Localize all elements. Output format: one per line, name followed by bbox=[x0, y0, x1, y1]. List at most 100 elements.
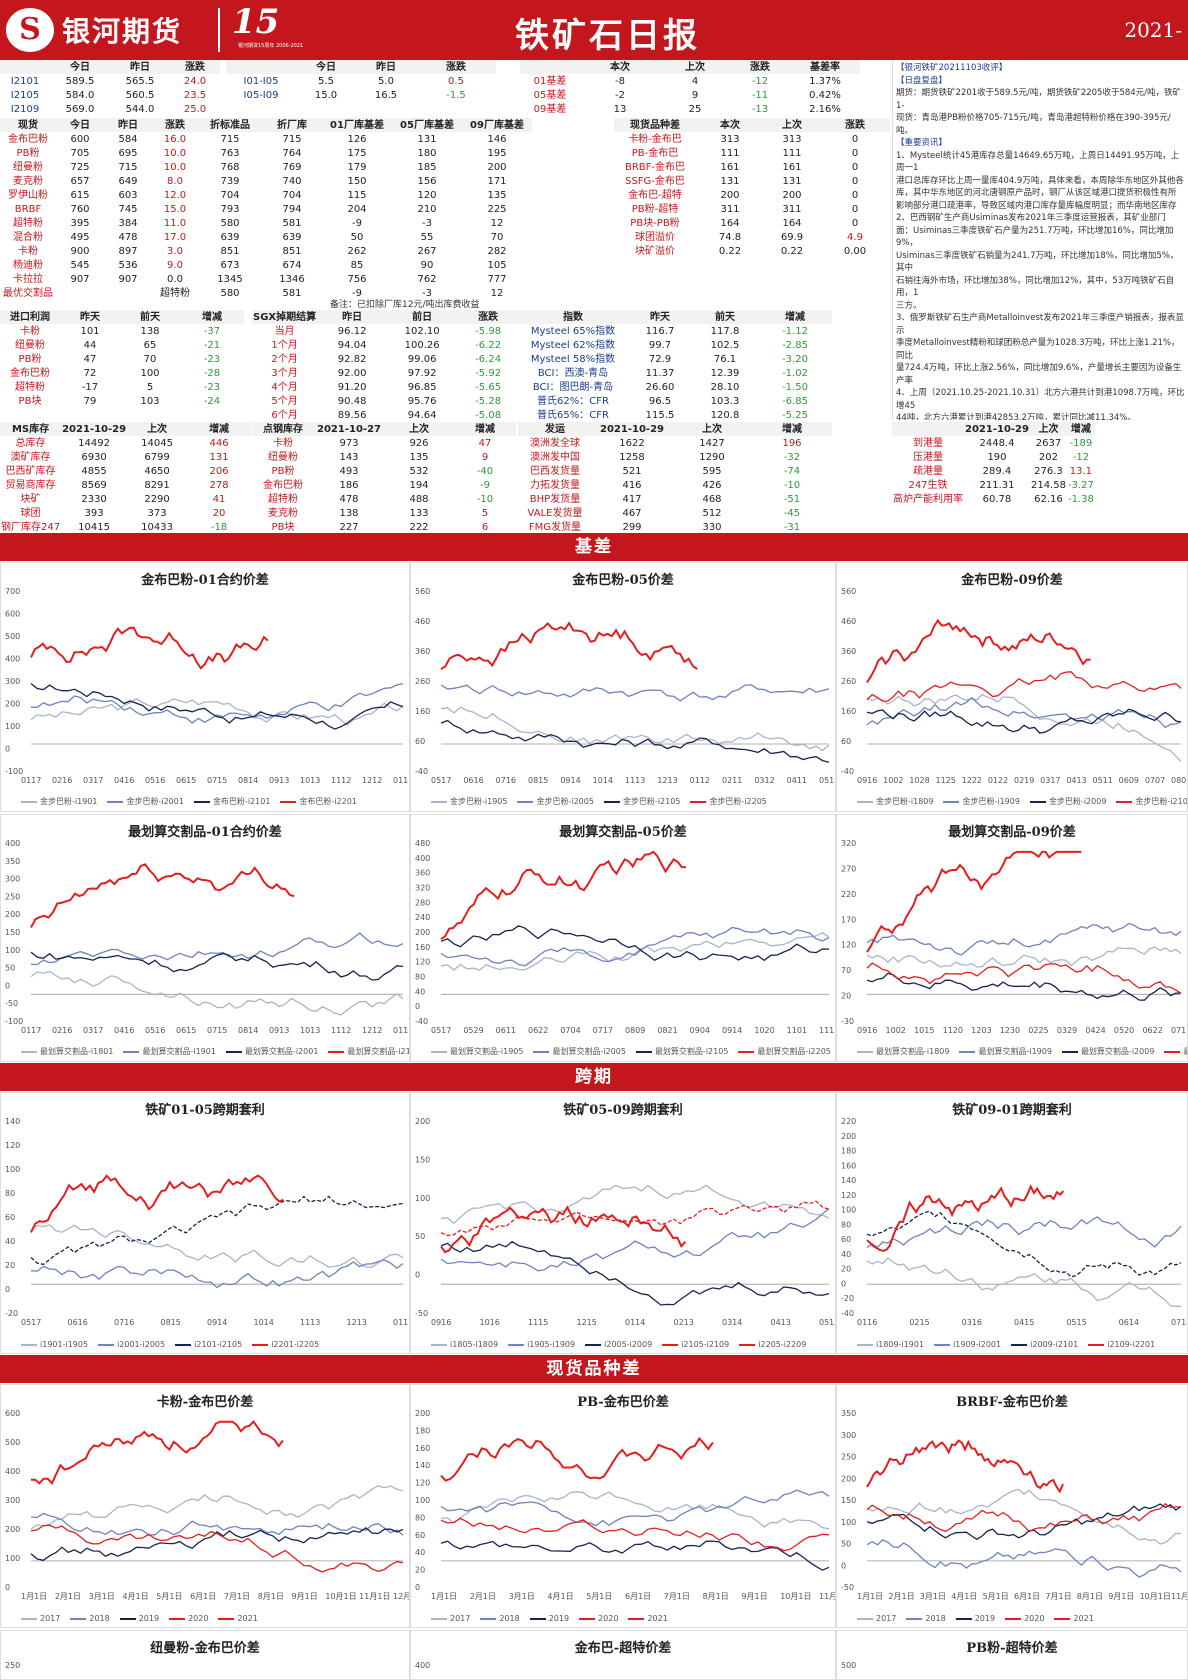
news-line: 【银河铁矿20211103收评】 bbox=[896, 63, 1008, 73]
section-basis: 基差 bbox=[0, 533, 1188, 561]
table-cell: 138 bbox=[339, 507, 359, 519]
table-cell: 131 bbox=[782, 175, 802, 187]
table-cell: 126 bbox=[347, 133, 367, 145]
table-cell: 到港量 bbox=[913, 437, 943, 449]
y-tick-label: 200 bbox=[415, 1117, 430, 1126]
x-tick-label: 1015 bbox=[914, 1026, 934, 1035]
x-tick-label: 0904 bbox=[690, 1026, 710, 1035]
y-tick-label: 320 bbox=[841, 839, 856, 848]
table-cell: 55 bbox=[420, 231, 434, 243]
y-tick-label: 160 bbox=[415, 943, 430, 952]
y-tick-label: 200 bbox=[5, 910, 20, 919]
legend-swatch bbox=[1011, 1343, 1028, 1346]
legend-item: 2021 bbox=[1054, 1614, 1094, 1623]
x-tick-label: 0913 bbox=[269, 1026, 289, 1035]
table-cell: 536 bbox=[118, 259, 138, 271]
y-tick-label: 350 bbox=[5, 857, 20, 866]
y-tick-label: -50 bbox=[5, 999, 18, 1008]
table-cell: 4855 bbox=[81, 465, 107, 477]
table-cell: 478 bbox=[339, 493, 359, 505]
table-header: 增减 bbox=[1066, 422, 1095, 436]
news-line: 港口总库存环比上周一量库404.9万吨，具体来看，本周除华东地区外其他各 bbox=[896, 175, 1184, 186]
spreads-table: 今日 昨日 涨跌 I01-I05 5.5 5.0 0.5 I05-I09 15.0 16.5 -1.… bbox=[226, 60, 496, 102]
news-line: 2、巴西钢矿生产商Usiminas发布2021年三季度运营报表，其矿业部门 bbox=[896, 213, 1166, 223]
table-row: 麦克粉 657 649 8.0 739 740 150 156 171 bbox=[0, 174, 532, 188]
y-tick-label: 20 bbox=[841, 992, 851, 1001]
x-tick-label: 3月1日 bbox=[89, 1592, 115, 1601]
chart-title: 铁矿09-01跨期套利 bbox=[952, 1103, 1072, 1118]
table-row: 1个月 94.04 100.26 -6.22 bbox=[252, 338, 519, 352]
table-row: 纽曼粉 143 135 9 bbox=[252, 450, 516, 464]
table-cell: 92.00 bbox=[337, 367, 367, 379]
y-tick-label: 140 bbox=[5, 1117, 20, 1126]
table-cell: -37 bbox=[203, 325, 221, 337]
y-tick-label: 400 bbox=[415, 1661, 430, 1670]
table-row: 总库存 14492 14045 446 bbox=[0, 436, 251, 450]
y-tick-label: 100 bbox=[5, 1554, 20, 1563]
table-row: 普氏62%：CFR 96.5 103.3 -6.85 bbox=[518, 394, 832, 408]
table-cell: 135 bbox=[409, 451, 429, 463]
table-header: 增减 bbox=[758, 310, 832, 324]
table-cell: 11.0 bbox=[163, 217, 187, 229]
table-row: 金布巴粉 186 194 -9 bbox=[252, 478, 516, 492]
x-tick-label: 0511 bbox=[1093, 776, 1113, 785]
x-tick-label: 0914 bbox=[560, 776, 580, 785]
mill-table: 点钢库存 2021-10-27 上次 增减 卡粉 973 926 47 纽曼粉 143 135 9 PB… bbox=[252, 422, 516, 534]
y-tick-label: 400 bbox=[5, 839, 20, 848]
x-tick-label: 0411 bbox=[787, 776, 807, 785]
legend-item: 2018 bbox=[480, 1614, 520, 1623]
y-tick-label: 200 bbox=[415, 1409, 430, 1418]
table-header: 现货品种差 bbox=[614, 118, 696, 132]
table-row: 卡粉-金布巴 313 313 0 bbox=[614, 132, 890, 146]
table-header: 今日 bbox=[56, 118, 104, 132]
table-cell: 4.9 bbox=[847, 231, 863, 243]
table-cell: 100.26 bbox=[404, 339, 440, 351]
news-line: 期货：期货铁矿2201收于589.5元/吨，期货铁矿2205收于584元/吨，铁… bbox=[896, 88, 1182, 111]
table-cell: 94.04 bbox=[337, 339, 367, 351]
y-tick-label: 480 bbox=[415, 839, 430, 848]
table-cell: 478 bbox=[118, 231, 138, 243]
table-cell: 超特粉 bbox=[13, 217, 43, 229]
table-cell: 120 bbox=[417, 189, 437, 201]
x-tick-label: 0916 bbox=[431, 1318, 451, 1327]
chart-title: PB粉-超特价差 bbox=[966, 1641, 1058, 1656]
x-tick-label: 5月1日 bbox=[156, 1592, 182, 1601]
legend-swatch bbox=[508, 1343, 525, 1346]
table-cell: -23 bbox=[203, 381, 221, 393]
table-header: 本次 bbox=[696, 118, 764, 132]
legend-item: i2101-i2105 bbox=[175, 1340, 242, 1349]
table-cell: PB块 bbox=[18, 395, 42, 407]
table-cell: 907 bbox=[118, 273, 138, 285]
table-cell: BCI：西澳-青岛 bbox=[537, 367, 609, 379]
y-tick-label: 50 bbox=[5, 964, 15, 973]
legend-swatch bbox=[21, 1617, 37, 1620]
y-tick-label: -50 bbox=[415, 1309, 428, 1318]
news-line: 季度Metalloinvest精粉和球团粉总产量为1028.3万吨，环比上涨1.… bbox=[896, 338, 1180, 361]
table-cell: 384 bbox=[118, 217, 138, 229]
legend-swatch bbox=[517, 800, 534, 803]
table-row: PB块-PB粉 164 164 0 bbox=[614, 216, 890, 230]
table-cell: 657 bbox=[70, 175, 90, 187]
y-tick-label: 120 bbox=[415, 1479, 430, 1488]
table-cell: I2101 bbox=[10, 75, 40, 87]
table-cell: 钢厂库存247 bbox=[1, 521, 61, 533]
table-cell: 金布巴-超特 bbox=[628, 189, 682, 201]
x-tick-label: 0317 bbox=[1040, 776, 1060, 785]
table-cell: 1345 bbox=[217, 273, 243, 285]
x-tick-label: 10月1日 bbox=[1140, 1592, 1171, 1601]
x-tick-label: 0216 bbox=[52, 1026, 72, 1035]
table-row: 巴西发货量 521 595 -74 bbox=[518, 464, 832, 478]
table-cell: 973 bbox=[339, 437, 359, 449]
table-cell: 25.0 bbox=[183, 103, 207, 115]
table-cell: VALE发货量 bbox=[527, 507, 583, 519]
y-tick-label: 60 bbox=[415, 737, 425, 746]
legend-item: i2001-i2005 bbox=[98, 1340, 165, 1349]
table-cell: 2.16% bbox=[809, 103, 841, 115]
table-cell: 卡粉-金布巴 bbox=[628, 133, 682, 145]
x-tick-label: 0314 bbox=[722, 1318, 742, 1327]
table-cell: 最优交割品 bbox=[3, 287, 53, 299]
news-line: 【重要资讯】 bbox=[896, 138, 948, 148]
series-line bbox=[30, 1526, 404, 1561]
table-cell: 512 bbox=[702, 507, 722, 519]
